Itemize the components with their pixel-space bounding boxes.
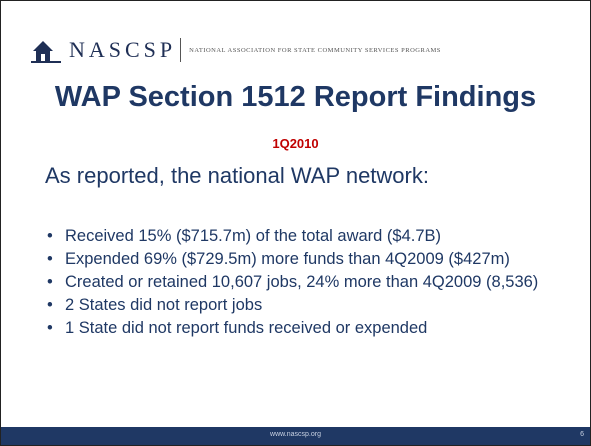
logo-icon (31, 41, 61, 63)
intro: As reported, the national WAP network: (45, 163, 429, 188)
logo-name: NASCSP (69, 37, 177, 62)
logo: NASCSP NATIONAL ASSOCIATION FOR STATE CO… (31, 35, 441, 65)
bullet: Received 15% ($715.7m) of the total awar… (45, 226, 565, 246)
bullet-list: Received 15% ($715.7m) of the total awar… (45, 226, 565, 341)
bullet: 2 States did not report jobs (45, 295, 565, 315)
footer: www.nascsp.org 6 (1, 427, 590, 445)
bullet: Expended 69% ($729.5m) more funds than 4… (45, 249, 565, 269)
page-number: 6 (580, 431, 584, 438)
footer-url: www.nascsp.org (270, 431, 321, 438)
divider (180, 38, 182, 62)
bullet: 1 State did not report funds received or… (45, 318, 565, 338)
title: WAP Section 1512 Report Findings (54, 81, 537, 113)
subtitle: 1Q2010 (272, 136, 319, 151)
bullet: Created or retained 10,607 jobs, 24% mor… (45, 272, 565, 292)
tagline: NATIONAL ASSOCIATION FOR STATE COMMUNITY… (189, 46, 441, 54)
